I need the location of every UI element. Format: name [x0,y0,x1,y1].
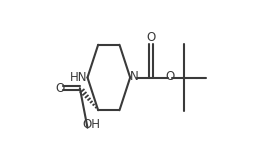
Text: O: O [165,70,175,83]
Text: O: O [146,31,155,44]
Text: OH: OH [82,118,100,131]
Text: HN: HN [70,71,88,84]
Text: O: O [55,82,64,95]
Text: N: N [130,70,139,83]
